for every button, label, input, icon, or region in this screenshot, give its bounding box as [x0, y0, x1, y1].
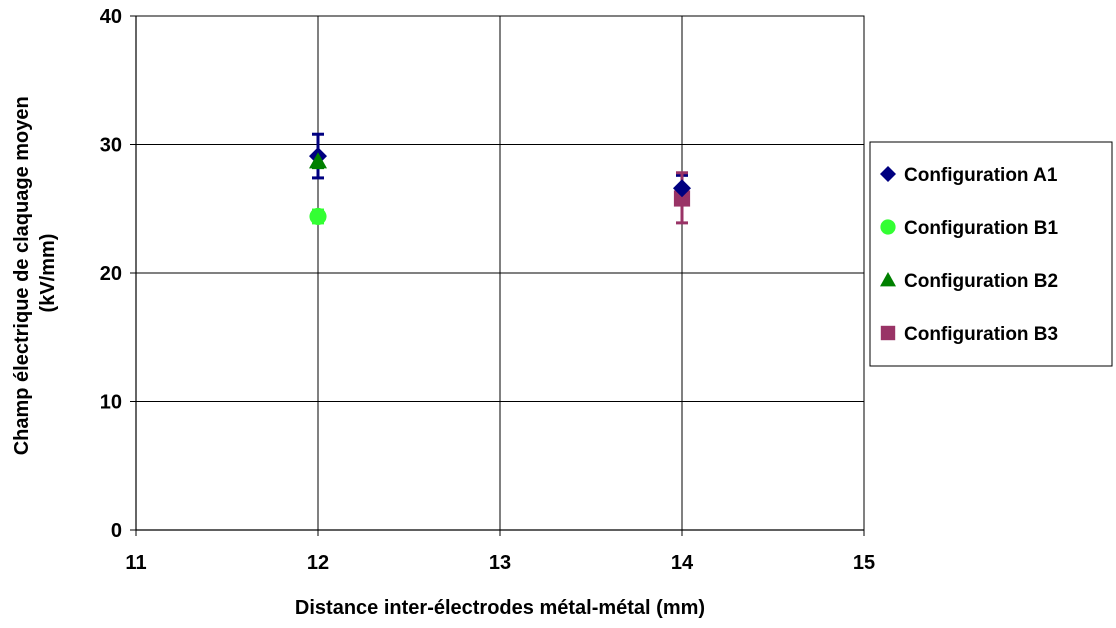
x-tick-label: 13	[489, 552, 511, 574]
legend-label: Configuration B1	[904, 218, 1059, 239]
x-axis-title: Distance inter-électrodes métal-métal (m…	[295, 597, 705, 619]
x-tick-label: 11	[125, 552, 146, 574]
y-tick-label: 20	[100, 263, 122, 285]
data-markers	[309, 147, 691, 226]
legend-label: Configuration A1	[904, 165, 1058, 186]
legend-marker	[880, 219, 896, 235]
y-tick-label: 0	[111, 520, 122, 542]
data-point	[673, 179, 691, 198]
x-tick-label: 12	[307, 552, 329, 574]
x-tick-label: 15	[853, 552, 875, 574]
legend-marker	[880, 325, 896, 341]
data-point	[309, 152, 327, 169]
legend-box	[869, 141, 1113, 367]
legend-label: Configuration B3	[904, 324, 1058, 345]
grid-lines	[136, 15, 865, 530]
axes	[130, 15, 865, 536]
y-tick-label: 30	[100, 135, 122, 157]
tick-labels: 0 10 20 30 40 11 12 13 14 15	[100, 6, 875, 574]
x-tick-label: 14	[671, 552, 694, 574]
legend: Configuration A1 Configuration B1 Configur…	[869, 141, 1113, 367]
data-point	[673, 190, 691, 207]
data-point	[309, 207, 327, 226]
y-axis-title-line-2: (kV/mm)	[37, 234, 59, 313]
legend-marker	[880, 272, 896, 287]
y-tick-label: 10	[100, 392, 122, 414]
y-axis-title: Champ électrique de claquage moyen (kV/m…	[11, 91, 59, 456]
legend-label: Configuration B2	[904, 271, 1058, 292]
legend-marker	[880, 166, 896, 182]
y-axis-title-line-1: Champ électrique de claquage moyen	[11, 96, 33, 455]
y-tick-label: 40	[100, 6, 122, 28]
